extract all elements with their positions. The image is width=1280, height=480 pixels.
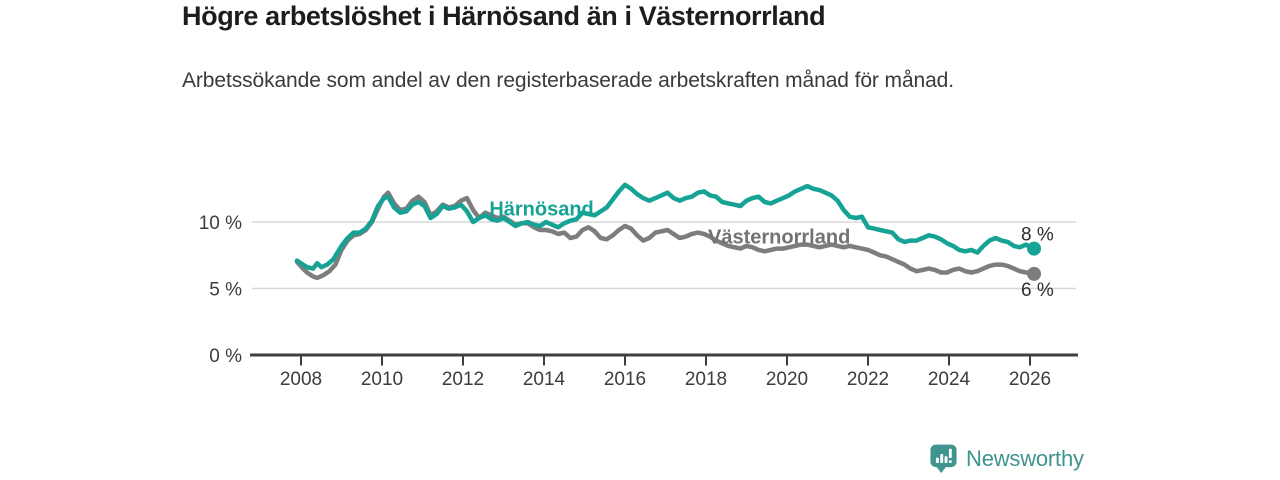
x-tick-label: 2020 — [766, 369, 808, 390]
series-line-harnosand — [294, 182, 1037, 271]
y-tick-label: 10 % — [199, 213, 242, 234]
x-tick-label: 2018 — [685, 369, 727, 390]
exclamation-stem — [948, 448, 952, 459]
speech-bubble-shape — [930, 444, 957, 468]
x-tick-label: 2022 — [847, 369, 889, 390]
chart-subtitle: Arbetssökande som andel av den registerb… — [182, 69, 954, 92]
speech-bubble-pointer — [936, 466, 947, 473]
x-tick-label: 2016 — [604, 369, 646, 390]
series-end-label-harnosand: 8 % — [1021, 225, 1054, 246]
brand-logo: Newsworthy — [930, 443, 1084, 475]
series-label-vasternorrland: Västernorrland — [708, 227, 850, 249]
series-label-harnosand: Härnösand — [489, 199, 593, 221]
series-end-dot-harnosand — [1027, 241, 1042, 256]
page-title: Högre arbetslöshet i Härnösand än i Väst… — [182, 1, 826, 31]
x-tick-label: 2026 — [1009, 369, 1051, 390]
y-tick-label: 0 % — [209, 346, 242, 367]
y-tick-label: 5 % — [209, 280, 242, 301]
bar-chart-bar-1 — [935, 457, 939, 464]
exclamation-dot — [948, 460, 952, 464]
x-tick-label: 2010 — [361, 369, 403, 390]
x-tick-label: 2014 — [523, 369, 566, 390]
x-tick-label: 2012 — [442, 369, 484, 390]
x-tick-label: 2024 — [928, 369, 971, 390]
series-line-vasternorrland — [294, 190, 1037, 281]
bar-chart-bar-3 — [944, 456, 948, 464]
x-tick-label: 2008 — [280, 369, 322, 390]
series-end-dot-vasternorrland — [1027, 266, 1042, 281]
series-end-label-vasternorrland: 6 % — [1021, 280, 1054, 301]
bar-chart-bar-2 — [940, 454, 944, 464]
brand-name: Newsworthy — [966, 446, 1084, 471]
newsworthy-icon — [930, 444, 957, 473]
